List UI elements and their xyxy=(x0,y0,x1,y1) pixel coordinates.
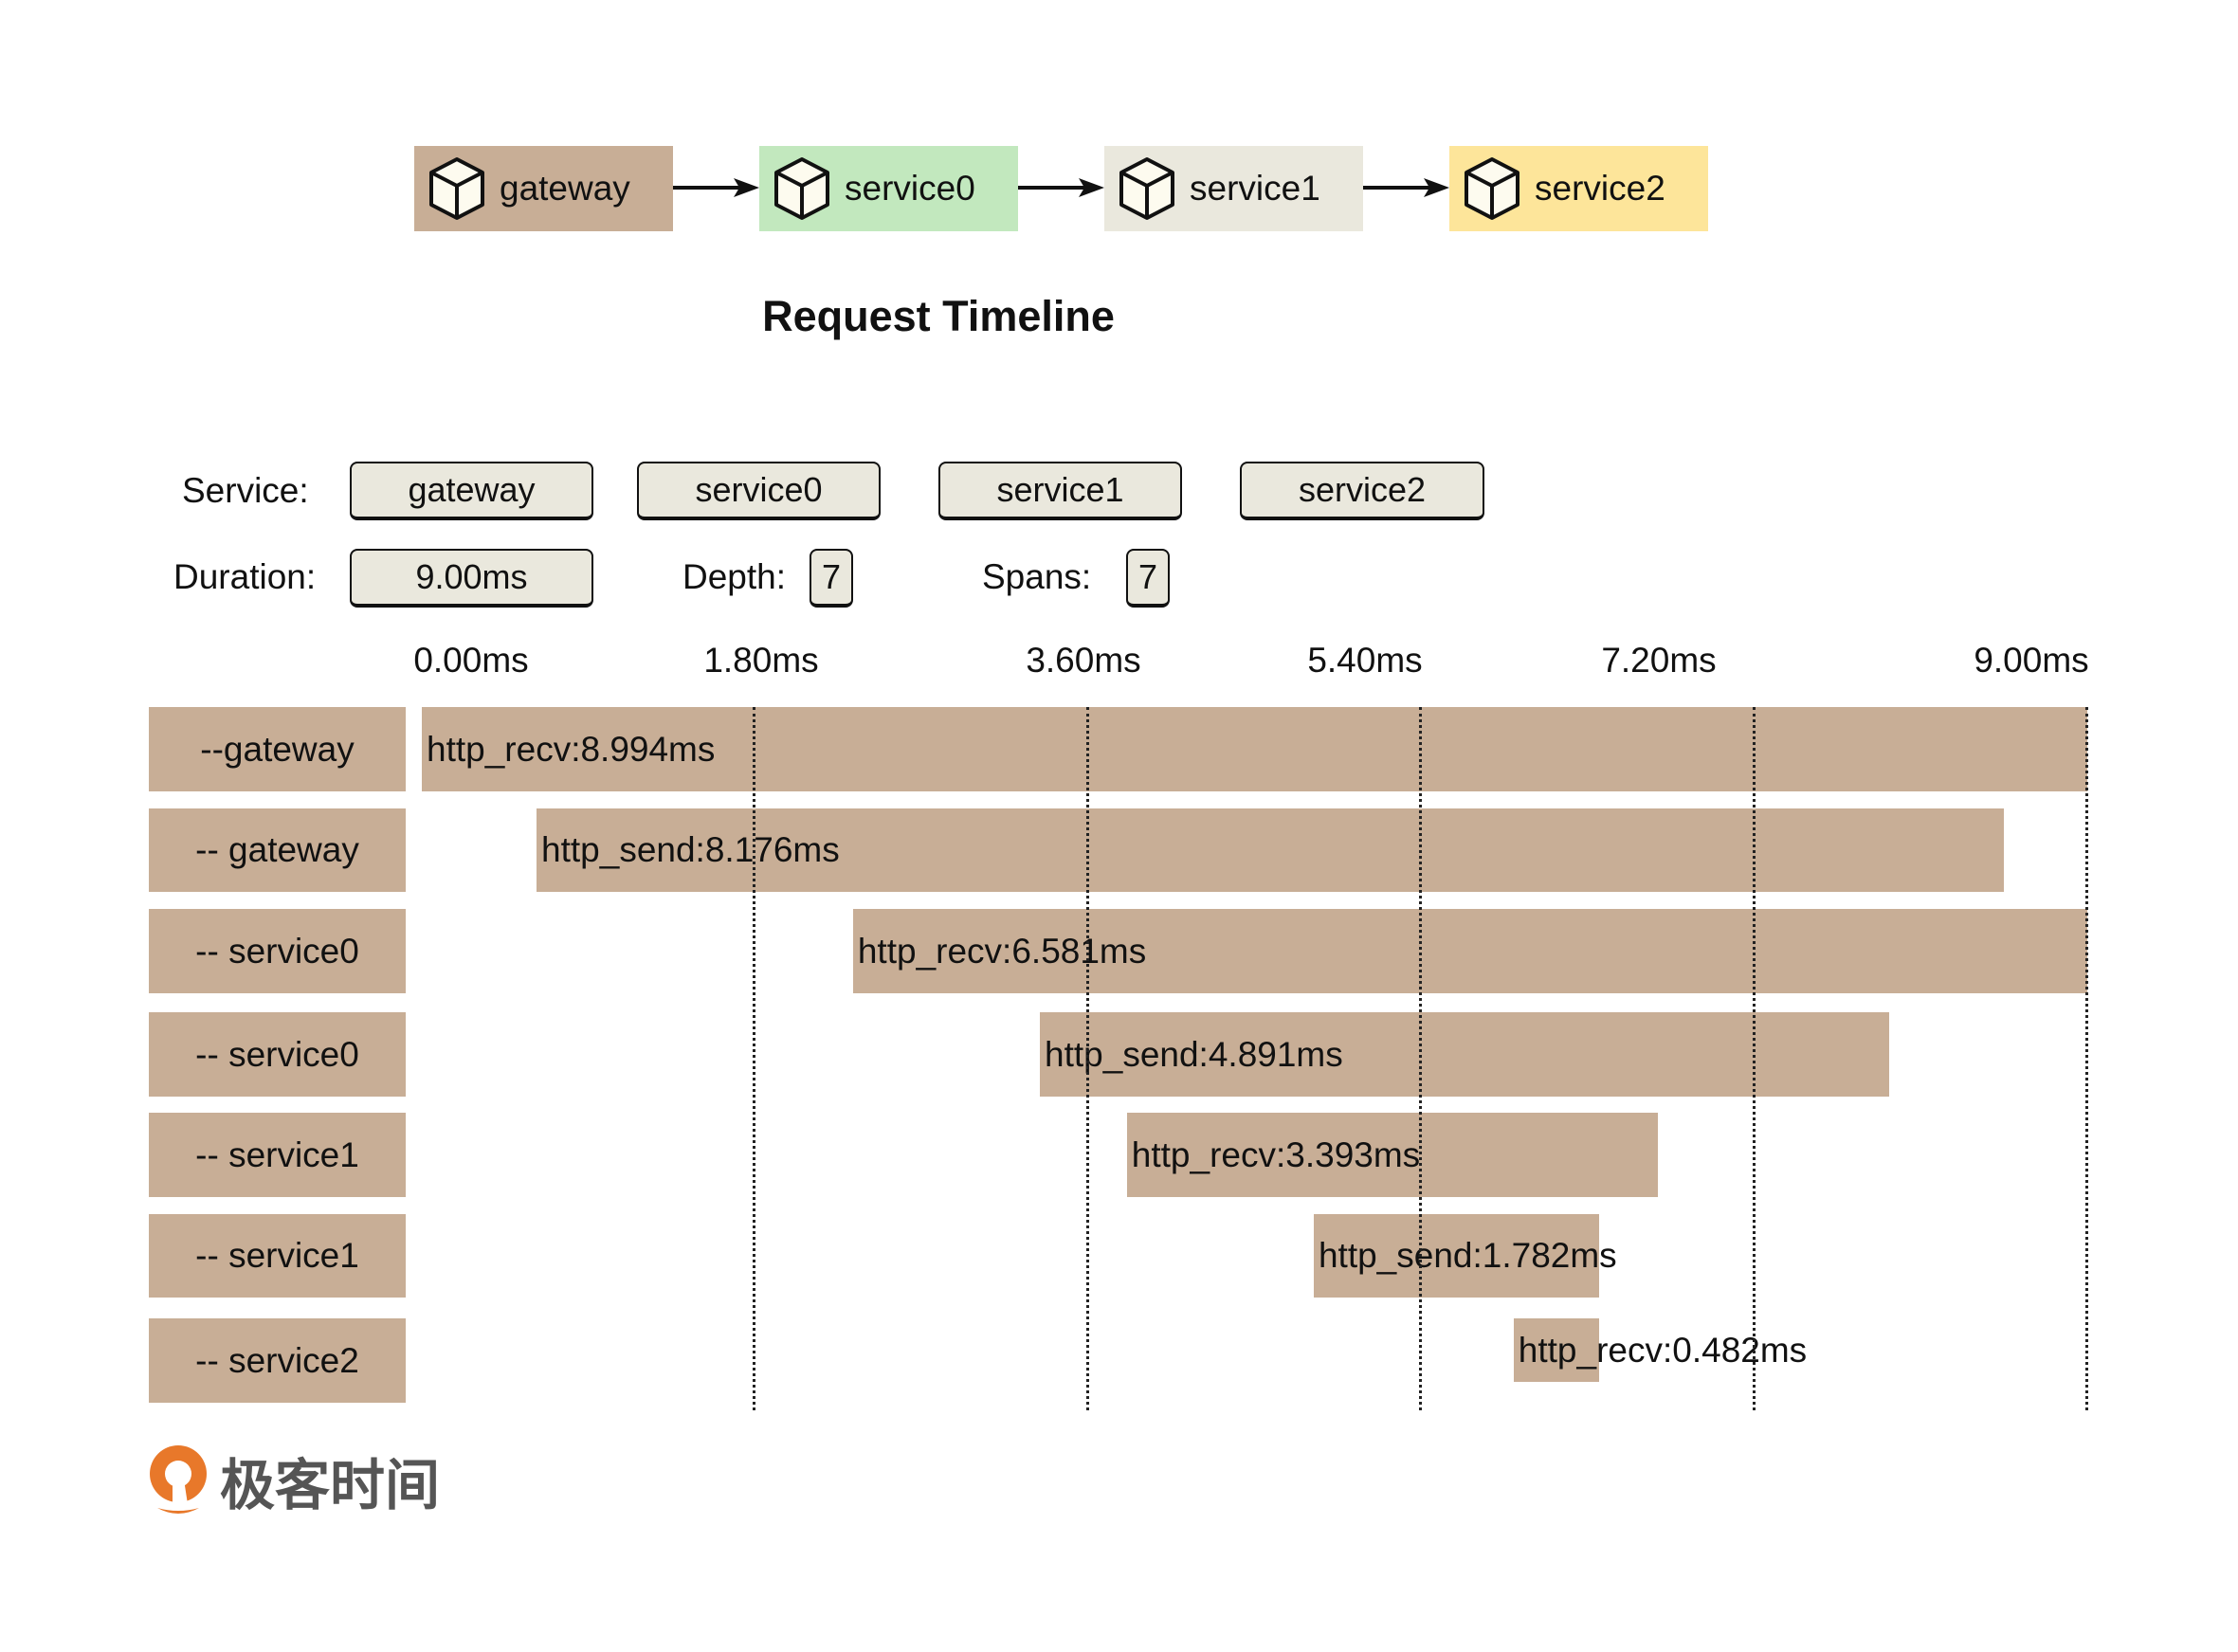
arrow-icon xyxy=(1363,178,1449,197)
page-title: Request Timeline xyxy=(762,292,1115,340)
service-button-service0[interactable]: service0 xyxy=(637,462,881,520)
service-button-service2[interactable]: service2 xyxy=(1240,462,1484,520)
row-service-label: -- service1 xyxy=(149,1113,406,1197)
cube-icon xyxy=(414,155,500,222)
tick-label: 3.60ms xyxy=(1026,641,1141,680)
flow-node-label: gateway xyxy=(500,169,630,208)
span-label: http_recv:6.581ms xyxy=(857,931,1147,971)
duration-value: 9.00ms xyxy=(350,549,593,608)
span-bar[interactable]: http_recv:3.393ms xyxy=(1126,1113,1659,1197)
flow-node-label: service0 xyxy=(845,169,975,208)
gridline xyxy=(1752,707,1756,1410)
tick-label: 1.80ms xyxy=(703,641,819,680)
span-label: http_recv:8.994ms xyxy=(427,729,716,769)
tick-label: 9.00ms xyxy=(1974,641,2089,680)
tick-label: 0.00ms xyxy=(413,641,529,680)
spans-value: 7 xyxy=(1126,549,1170,608)
row-service-label: -- service0 xyxy=(149,1012,406,1097)
span-bar[interactable]: http_send:8.176ms xyxy=(537,808,2005,892)
span-bar[interactable]: http_recv:8.994ms xyxy=(422,707,2087,791)
gridline xyxy=(1419,707,1423,1410)
cube-icon xyxy=(759,155,845,222)
cube-icon xyxy=(1104,155,1190,222)
span-label: http_send:8.176ms xyxy=(541,830,840,869)
gridline xyxy=(753,707,756,1410)
span-bar[interactable]: http_recv:0.482ms xyxy=(1513,1318,1807,1382)
service-label: Service: xyxy=(182,471,309,510)
span-bar[interactable]: http_send:1.782ms xyxy=(1313,1214,1617,1298)
span-label: http_send:4.891ms xyxy=(1045,1034,1343,1074)
flow-node-label: service2 xyxy=(1535,169,1665,208)
logo-icon xyxy=(150,1445,207,1514)
service-button-gateway[interactable]: gateway xyxy=(350,462,593,520)
row-service-label: --gateway xyxy=(149,707,406,791)
flow-node-service0: service0 xyxy=(759,146,1018,231)
row-service-label: -- service2 xyxy=(149,1318,406,1403)
row-service-label: -- gateway xyxy=(149,808,406,892)
span-label: http_recv:0.482ms xyxy=(1518,1330,1808,1370)
service-button-service1[interactable]: service1 xyxy=(938,462,1182,520)
span-bar[interactable]: http_recv:6.581ms xyxy=(852,909,2087,993)
arrow-icon xyxy=(673,178,759,197)
gridline xyxy=(2085,707,2088,1410)
logo: 极客时间 xyxy=(144,1441,440,1520)
span-bar[interactable]: http_send:4.891ms xyxy=(1040,1012,1890,1097)
gridline xyxy=(1085,707,1089,1410)
flow-node-service1: service1 xyxy=(1104,146,1363,231)
span-label: http_recv:3.393ms xyxy=(1131,1135,1421,1174)
depth-label: Depth: xyxy=(682,557,787,596)
flow-node-gateway: gateway xyxy=(414,146,673,231)
flow-node-label: service1 xyxy=(1190,169,1320,208)
flow-node-service2: service2 xyxy=(1449,146,1708,231)
duration-label: Duration: xyxy=(173,557,317,596)
row-service-label: -- service0 xyxy=(149,909,406,993)
span-label: http_send:1.782ms xyxy=(1318,1236,1617,1275)
spans-label: Spans: xyxy=(982,557,1092,596)
arrow-icon xyxy=(1018,178,1104,197)
logo-text: 极客时间 xyxy=(220,1453,441,1517)
depth-value: 7 xyxy=(810,549,853,608)
row-service-label: -- service1 xyxy=(149,1214,406,1298)
cube-icon xyxy=(1449,155,1535,222)
tick-label: 7.20ms xyxy=(1601,641,1717,680)
tick-label: 5.40ms xyxy=(1307,641,1423,680)
